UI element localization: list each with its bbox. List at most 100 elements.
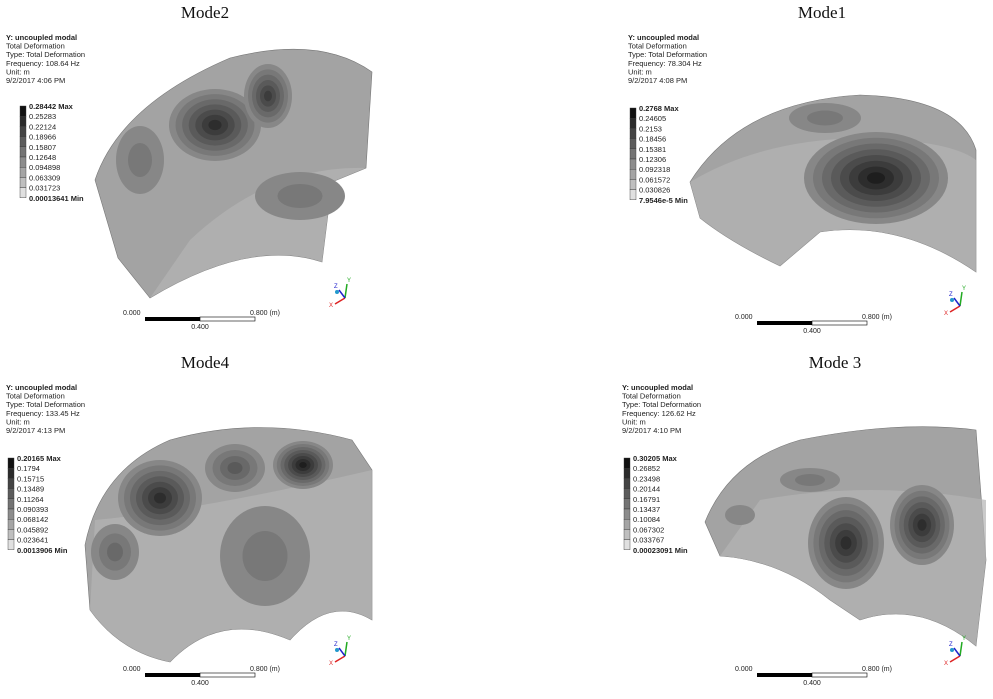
legend-band bbox=[630, 149, 636, 159]
result-info: 9/2/2017 4:08 PM bbox=[628, 76, 687, 85]
triad-label: X bbox=[944, 311, 948, 317]
deformation-contour bbox=[917, 519, 926, 530]
triad-label: X bbox=[329, 303, 333, 309]
legend-label: 0.23498 bbox=[633, 474, 660, 483]
scale-label: 0.400 bbox=[191, 324, 209, 331]
legend-band bbox=[630, 169, 636, 179]
legend-band bbox=[624, 489, 630, 499]
deformation-contour bbox=[867, 172, 885, 184]
legend-label: 0.18966 bbox=[29, 133, 56, 142]
legend-label: 0.067302 bbox=[633, 525, 664, 534]
legend-band bbox=[20, 177, 26, 187]
triad-label: Z bbox=[334, 284, 338, 290]
legend-band bbox=[624, 478, 630, 488]
legend-label: 0.12306 bbox=[639, 155, 666, 164]
scale-label: 0.800 (m) bbox=[250, 310, 280, 317]
triad-label: X bbox=[329, 661, 333, 667]
legend-label: 0.092318 bbox=[639, 165, 670, 174]
legend-band bbox=[624, 529, 630, 539]
legend-band bbox=[8, 529, 14, 539]
scale-bar-black bbox=[145, 673, 200, 677]
triad-origin bbox=[950, 648, 954, 652]
triad-z bbox=[339, 290, 345, 298]
legend-label: 0.2768 Max bbox=[639, 104, 679, 113]
deformation-contour bbox=[208, 120, 221, 130]
legend-label: 0.031723 bbox=[29, 184, 60, 193]
legend-label: 0.13489 bbox=[17, 485, 44, 494]
scale-label: 0.800 (m) bbox=[862, 314, 892, 321]
legend-label: 0.061572 bbox=[639, 175, 670, 184]
scale-bar-white bbox=[812, 673, 867, 677]
triad-z bbox=[954, 298, 960, 306]
panel-title: Mode4 bbox=[181, 353, 230, 372]
scale-label: 0.000 bbox=[123, 666, 141, 673]
scale-label: 0.400 bbox=[191, 680, 209, 687]
deformation-contour bbox=[795, 474, 825, 486]
scale-bar-white bbox=[812, 321, 867, 325]
legend-band bbox=[20, 116, 26, 126]
legend-label: 0.22124 bbox=[29, 122, 56, 131]
triad-z bbox=[339, 648, 345, 656]
legend-band bbox=[624, 468, 630, 478]
triad-label: Z bbox=[949, 292, 953, 298]
scale-label: 0.400 bbox=[803, 680, 821, 687]
mode-panel: Mode4Y: uncoupled modalTotal Deformation… bbox=[6, 353, 372, 687]
scale-label: 0.400 bbox=[803, 328, 821, 335]
scale-bar-black bbox=[757, 673, 812, 677]
deformation-contour bbox=[243, 531, 288, 581]
legend-label: 0.18456 bbox=[639, 135, 666, 144]
legend-label: 0.094898 bbox=[29, 163, 60, 172]
legend-label: 0.023641 bbox=[17, 536, 48, 545]
scale-label: 0.000 bbox=[735, 314, 753, 321]
legend-band bbox=[630, 139, 636, 149]
legend-band bbox=[20, 167, 26, 177]
result-info: 9/2/2017 4:06 PM bbox=[6, 76, 65, 85]
deformation-contour bbox=[807, 111, 843, 126]
legend-band bbox=[20, 188, 26, 198]
scale-bar-white bbox=[200, 317, 255, 321]
legend-label: 7.9546e-5 Min bbox=[639, 196, 688, 205]
legend-band bbox=[630, 159, 636, 169]
deformation-contour bbox=[278, 184, 323, 208]
legend-label: 0.15715 bbox=[17, 474, 44, 483]
legend-band bbox=[624, 509, 630, 519]
scale-label: 0.000 bbox=[735, 666, 753, 673]
scale-label: 0.000 bbox=[123, 310, 141, 317]
triad-x bbox=[950, 306, 960, 312]
triad-label: Z bbox=[949, 642, 953, 648]
legend-label: 0.063309 bbox=[29, 173, 60, 182]
triad-y bbox=[960, 292, 962, 306]
legend-band bbox=[624, 540, 630, 550]
triad-z bbox=[954, 648, 960, 656]
legend-band bbox=[8, 540, 14, 550]
triad-origin bbox=[950, 298, 954, 302]
legend-label: 0.25283 bbox=[29, 112, 56, 121]
legend-label: 0.28442 Max bbox=[29, 102, 74, 111]
triad-x bbox=[950, 656, 960, 662]
legend-label: 0.26852 bbox=[633, 464, 660, 473]
triad-y bbox=[345, 642, 347, 656]
legend-label: 0.033767 bbox=[633, 536, 664, 545]
deformation-contour bbox=[154, 493, 166, 504]
scale-label: 0.800 (m) bbox=[250, 666, 280, 673]
legend-band bbox=[8, 468, 14, 478]
legend-label: 0.0013906 Min bbox=[17, 546, 68, 555]
legend-band bbox=[624, 499, 630, 509]
legend-label: 0.11264 bbox=[17, 495, 44, 504]
deformation-contour bbox=[228, 462, 243, 474]
deformation-contour bbox=[264, 91, 272, 102]
legend-band bbox=[8, 499, 14, 509]
legend-label: 0.045892 bbox=[17, 525, 48, 534]
triad-y bbox=[345, 284, 347, 298]
panel-title: Mode 3 bbox=[809, 353, 861, 372]
legend-band bbox=[20, 106, 26, 116]
triad-label: Y bbox=[962, 286, 966, 292]
triad-y bbox=[960, 642, 962, 656]
triad-x bbox=[335, 656, 345, 662]
legend-band bbox=[630, 108, 636, 118]
legend-band bbox=[8, 489, 14, 499]
triad-label: Y bbox=[347, 278, 351, 284]
legend-label: 0.068142 bbox=[17, 515, 48, 524]
triad-label: X bbox=[944, 661, 948, 667]
